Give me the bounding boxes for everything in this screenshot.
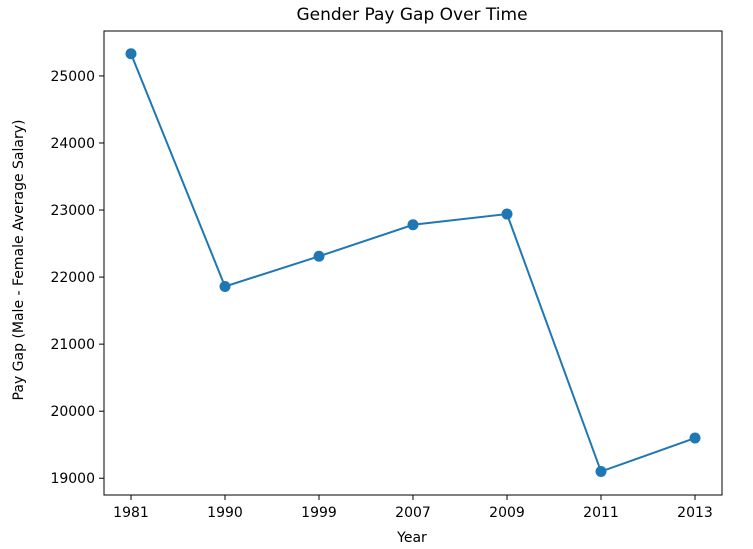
- x-tick-label: 2013: [677, 505, 713, 521]
- data-point: [313, 250, 325, 262]
- y-axis-label: Pay Gap (Male - Female Average Salary): [11, 120, 27, 401]
- x-tick-label: 2009: [489, 505, 525, 521]
- y-tick-label: 23000: [50, 203, 95, 219]
- data-point: [125, 48, 137, 60]
- y-tick-label: 24000: [50, 136, 95, 152]
- y-tick-label: 25000: [50, 69, 95, 85]
- y-tick-label: 22000: [50, 270, 95, 286]
- data-point: [501, 208, 513, 220]
- y-tick-label: 19000: [50, 471, 95, 487]
- x-tick-label: 2007: [395, 505, 431, 521]
- x-axis-label: Year: [396, 530, 427, 546]
- x-tick-label: 1981: [113, 505, 149, 521]
- x-tick-label: 1999: [301, 505, 337, 521]
- data-point: [219, 280, 231, 292]
- plot-area: 19000 20000 21000 22000 23000 24000 25000 1981 1…: [50, 30, 723, 521]
- plot-frame: [103, 30, 723, 496]
- x-tick-label: 2011: [583, 505, 619, 521]
- y-tick-label: 21000: [50, 337, 95, 353]
- data-point: [689, 432, 701, 444]
- data-point: [407, 219, 419, 231]
- series-line: [130, 53, 696, 473]
- x-tick-label: 1990: [207, 505, 243, 521]
- y-tick-label: 20000: [50, 404, 95, 420]
- chart-title: Gender Pay Gap Over Time: [296, 5, 527, 25]
- data-point: [595, 466, 607, 478]
